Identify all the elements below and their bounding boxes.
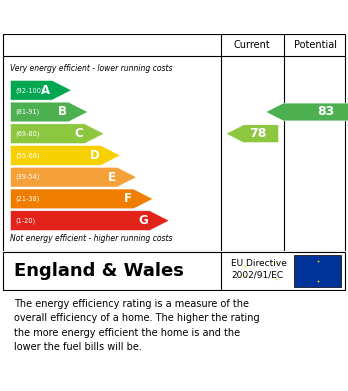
Text: A: A	[41, 84, 50, 97]
Text: B: B	[58, 106, 67, 118]
Text: D: D	[89, 149, 99, 162]
Text: (81-91): (81-91)	[16, 109, 40, 115]
Text: Potential: Potential	[294, 40, 337, 50]
Text: F: F	[124, 192, 132, 205]
Text: Very energy efficient - lower running costs: Very energy efficient - lower running co…	[10, 64, 173, 73]
Polygon shape	[10, 145, 120, 165]
Polygon shape	[10, 189, 153, 209]
Polygon shape	[10, 81, 72, 100]
Text: Energy Efficiency Rating: Energy Efficiency Rating	[10, 9, 232, 25]
Text: 83: 83	[317, 106, 334, 118]
Polygon shape	[10, 124, 104, 143]
Text: England & Wales: England & Wales	[14, 262, 184, 280]
Text: (69-80): (69-80)	[16, 131, 40, 137]
Text: 78: 78	[249, 127, 266, 140]
Text: (39-54): (39-54)	[16, 174, 40, 180]
Polygon shape	[266, 103, 348, 121]
Text: EU Directive
2002/91/EC: EU Directive 2002/91/EC	[231, 258, 287, 280]
Text: The energy efficiency rating is a measure of the
overall efficiency of a home. T: The energy efficiency rating is a measur…	[14, 299, 260, 352]
Polygon shape	[10, 211, 169, 231]
Text: E: E	[108, 171, 116, 184]
Text: (55-68): (55-68)	[16, 152, 40, 159]
Text: Not energy efficient - higher running costs: Not energy efficient - higher running co…	[10, 234, 173, 243]
Text: Current: Current	[234, 40, 271, 50]
Text: (92-100): (92-100)	[16, 87, 44, 93]
Bar	[294, 255, 341, 287]
Text: G: G	[138, 214, 148, 227]
Polygon shape	[10, 167, 137, 187]
Text: (21-38): (21-38)	[16, 196, 40, 202]
Polygon shape	[226, 125, 279, 143]
Text: (1-20): (1-20)	[16, 217, 36, 224]
Polygon shape	[10, 102, 88, 122]
Text: C: C	[74, 127, 83, 140]
